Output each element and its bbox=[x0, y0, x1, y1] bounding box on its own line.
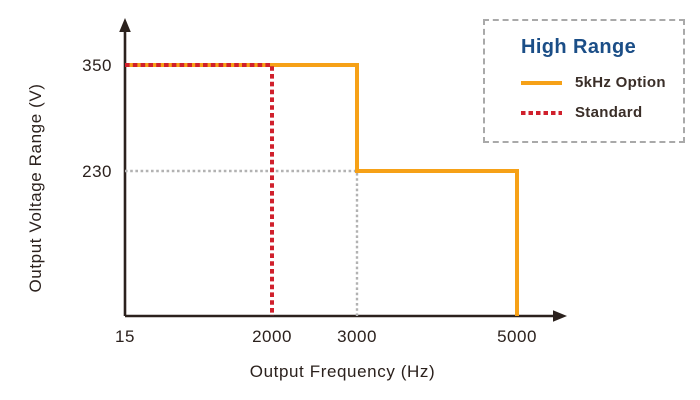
x-tick-label: 5000 bbox=[497, 327, 537, 346]
x-axis-arrow-icon bbox=[553, 310, 567, 322]
x-tick-label: 2000 bbox=[252, 327, 292, 346]
legend-label-standard: Standard bbox=[575, 104, 643, 121]
legend-title: High Range bbox=[521, 36, 637, 58]
x-tick-label: 3000 bbox=[337, 327, 377, 346]
y-tick-label: 350 bbox=[82, 56, 112, 75]
y-axis-arrow-icon bbox=[119, 18, 131, 32]
x-axis-title: Output Frequency (Hz) bbox=[249, 362, 436, 381]
series-line-5khz-option bbox=[125, 63, 519, 316]
series-line-standard bbox=[125, 63, 274, 316]
legend-item-standard: Standard bbox=[521, 104, 683, 121]
y-tick-label: 230 bbox=[82, 162, 112, 181]
dashed-line-swatch-icon bbox=[521, 110, 562, 115]
solid-line-swatch-icon bbox=[521, 80, 562, 85]
x-tick-label: 15 bbox=[115, 327, 135, 346]
y-axis-title: Output Voltage Range (V) bbox=[26, 83, 45, 293]
legend-label-5khz-option: 5kHz Option bbox=[575, 74, 666, 91]
legend-item-5khz-option: 5kHz Option bbox=[521, 74, 683, 91]
legend: High Range 5kHz Option Standard bbox=[483, 19, 685, 143]
reference-line bbox=[125, 169, 359, 316]
